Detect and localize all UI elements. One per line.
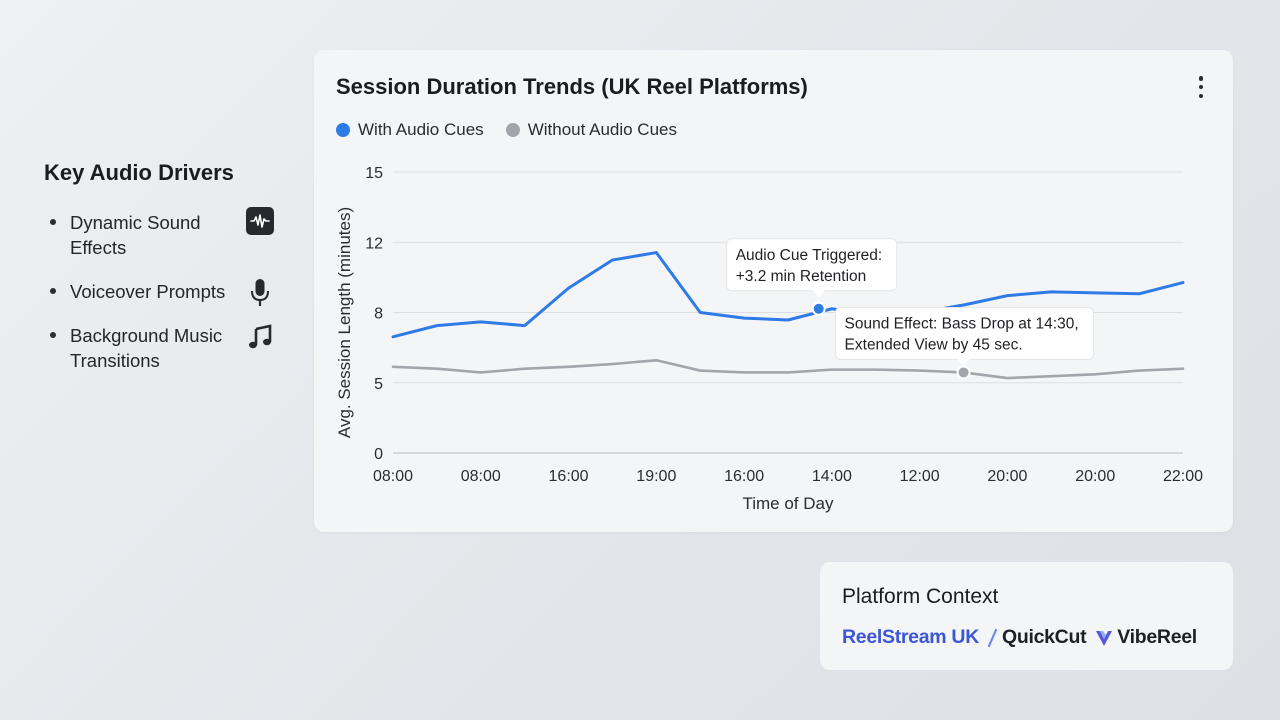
- bullet: [50, 288, 56, 294]
- y-axis-label: Avg. Session Length (minutes): [335, 207, 354, 438]
- bullet: [50, 332, 56, 338]
- platform-logos: ReelStream UK QuickCut VibeReel: [842, 626, 1197, 649]
- quickcut-logo: QuickCut: [987, 626, 1087, 649]
- y-tick-label: 5: [374, 376, 383, 393]
- x-tick-label: 12:00: [900, 468, 940, 485]
- annotation-line: Sound Effect: Bass Drop at 14:30,: [845, 315, 1079, 332]
- legend-label: With Audio Cues: [358, 120, 484, 139]
- logo-text: QuickCut: [1002, 626, 1087, 648]
- x-tick-label: 19:00: [636, 468, 676, 485]
- legend-item-without-audio: Without Audio Cues: [505, 120, 677, 140]
- annotation-point: [956, 365, 971, 380]
- y-tick-label: 8: [374, 306, 383, 323]
- vibereel-v-icon: [1096, 630, 1113, 646]
- x-tick-label: 20:00: [1075, 468, 1115, 485]
- annotation-pointer: [957, 358, 970, 367]
- y-tick-label: 0: [374, 446, 383, 463]
- x-tick-label: 16:00: [549, 468, 589, 485]
- key-audio-drivers-panel: Key Audio Drivers Dynamic Sound Effects …: [44, 160, 284, 392]
- music-note-icon: [246, 323, 274, 351]
- annotation-line: Extended View by 45 sec.: [845, 336, 1023, 353]
- quickcut-slash-icon: [987, 628, 998, 647]
- waveform-icon: [246, 207, 274, 235]
- series-line-without-audio: [391, 358, 1185, 380]
- reelstream-logo: ReelStream UK: [842, 626, 979, 649]
- annotation-line: +3.2 min Retention: [736, 268, 867, 285]
- driver-item-sound-effects: Dynamic Sound Effects: [44, 207, 284, 260]
- x-tick-label: 20:00: [987, 468, 1027, 485]
- more-options-icon[interactable]: [1191, 74, 1211, 100]
- vibereel-logo: VibeReel: [1094, 626, 1197, 649]
- driver-label: Background Music Transitions: [70, 325, 223, 371]
- line-chart: 0 5 8 12 15 08:00 08:00 16:00 19:00 16:00 14:00 12:…: [335, 165, 1203, 513]
- annotation-box: [726, 238, 898, 292]
- x-tick-label: 08:00: [373, 468, 413, 485]
- drivers-title: Key Audio Drivers: [44, 160, 234, 185]
- legend-label: Without Audio Cues: [527, 120, 677, 139]
- driver-item-voiceover: Voiceover Prompts: [44, 279, 284, 307]
- x-tick-label: 14:00: [812, 468, 852, 485]
- session-duration-chart-card: Session Duration Trends (UK Reel Platfor…: [314, 50, 1233, 532]
- platform-context-card: Platform Context ReelStream UK QuickCut …: [820, 562, 1233, 670]
- x-tick-label: 16:00: [724, 468, 764, 485]
- x-axis-label: Time of Day: [742, 494, 834, 513]
- annotation-pointer: [812, 290, 825, 298]
- series-line-with-audio: [391, 251, 1185, 339]
- logo-text: ReelStream UK: [842, 626, 979, 648]
- chart-title: Session Duration Trends (UK Reel Platfor…: [336, 74, 808, 99]
- microphone-icon: [246, 279, 274, 307]
- y-tick-label: 12: [365, 235, 383, 252]
- chart-legend: With Audio Cues Without Audio Cues: [336, 120, 677, 140]
- x-tick-label: 22:00: [1163, 468, 1203, 485]
- bullet: [50, 219, 56, 225]
- legend-swatch-with-audio: [336, 123, 350, 137]
- driver-label: Dynamic Sound Effects: [70, 212, 201, 258]
- annotation-point: [811, 301, 826, 316]
- legend-item-with-audio: With Audio Cues: [336, 120, 484, 140]
- platform-title: Platform Context: [842, 585, 999, 608]
- driver-item-background-music: Background Music Transitions: [44, 323, 284, 373]
- x-tick-label: 08:00: [461, 468, 501, 485]
- driver-label: Voiceover Prompts: [70, 281, 226, 302]
- annotation-line: Audio Cue Triggered:: [736, 247, 882, 264]
- logo-text: VibeReel: [1117, 626, 1197, 648]
- legend-swatch-without-audio: [505, 123, 520, 137]
- y-tick-label: 15: [365, 165, 383, 182]
